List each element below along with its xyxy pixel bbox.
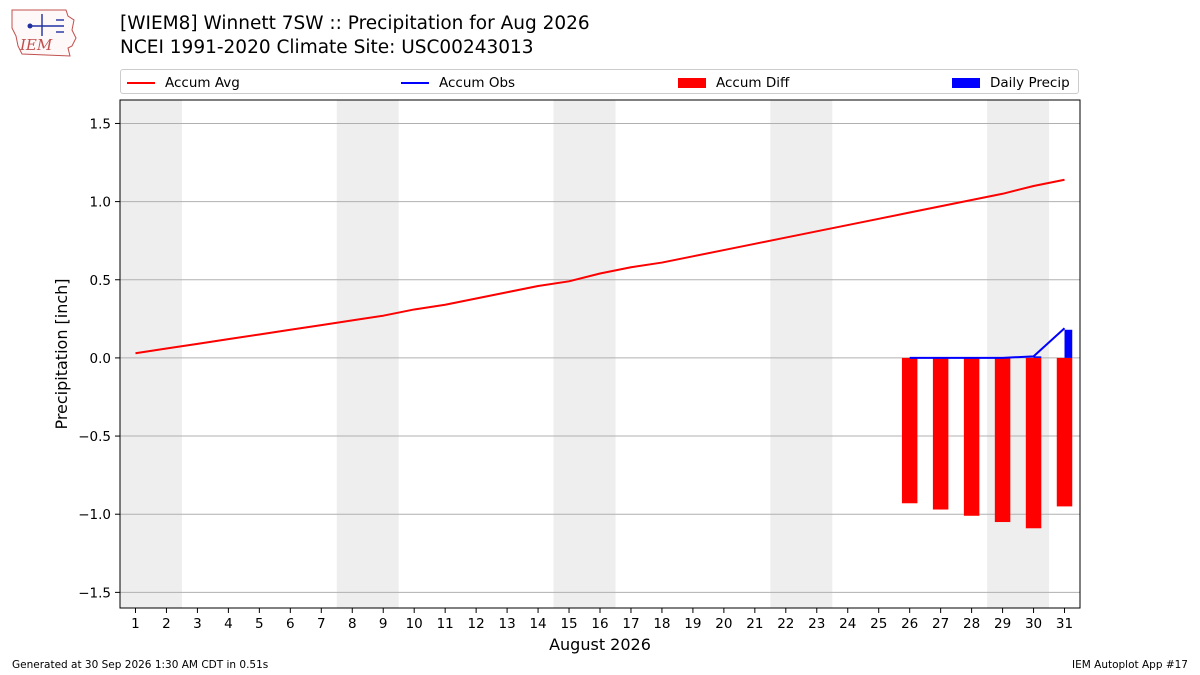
x-tick-label: 9 xyxy=(379,616,388,632)
x-tick-label: 4 xyxy=(224,616,233,632)
legend: Accum Avg Accum Obs Accum Diff Daily Pre… xyxy=(120,69,1079,94)
legend-item-accum-avg: Accum Avg xyxy=(127,74,240,91)
y-tick-label: −0.5 xyxy=(78,429,111,445)
y-tick-label: 1.0 xyxy=(90,195,111,211)
x-tick-label: 10 xyxy=(406,616,423,632)
legend-label: Accum Diff xyxy=(716,74,790,91)
legend-item-daily-precip: Daily Precip xyxy=(952,74,1070,91)
x-tick-label: 18 xyxy=(653,616,670,632)
accum-diff-bar xyxy=(932,357,949,510)
x-tick-label: 28 xyxy=(963,616,980,632)
x-tick-label: 1 xyxy=(131,616,140,632)
x-tick-label: 21 xyxy=(746,616,763,632)
x-tick-label: 15 xyxy=(560,616,577,632)
x-tick-label: 23 xyxy=(808,616,825,632)
iem-logo: IEM xyxy=(11,9,77,57)
footer-app-label: IEM Autoplot App #17 xyxy=(1072,659,1188,671)
y-axis-label: Precipitation [inch] xyxy=(52,278,71,429)
x-tick-label: 17 xyxy=(622,616,639,632)
x-tick-label: 26 xyxy=(901,616,918,632)
x-tick-label: 20 xyxy=(715,616,732,632)
legend-label: Daily Precip xyxy=(990,74,1070,91)
weekend-band xyxy=(553,100,616,608)
accum-obs-line xyxy=(909,327,1066,359)
y-tick-label: −1.5 xyxy=(78,585,111,601)
x-tick-label: 11 xyxy=(437,616,454,632)
legend-swatch xyxy=(952,77,980,88)
chart-subtitle: NCEI 1991-2020 Climate Site: USC00243013 xyxy=(120,37,534,58)
anemometer-icon xyxy=(27,23,33,29)
x-tick-label: 25 xyxy=(870,616,887,632)
x-tick-label: 12 xyxy=(468,616,485,632)
x-tick-label: 16 xyxy=(591,616,608,632)
accum-avg-line xyxy=(135,178,1065,355)
accum-diff-bar xyxy=(994,357,1011,523)
x-tick-label: 31 xyxy=(1056,616,1073,632)
x-tick-label: 22 xyxy=(777,616,794,632)
weekend-band xyxy=(770,100,833,608)
x-tick-label: 3 xyxy=(193,616,202,632)
x-tick-label: 5 xyxy=(255,616,264,632)
footer-generated-text: Generated at 30 Sep 2026 1:30 AM CDT in … xyxy=(12,659,269,671)
weekend-band xyxy=(987,100,1050,608)
logo-text: IEM xyxy=(19,36,53,54)
y-tick-label: −1.0 xyxy=(78,507,111,523)
accum-diff-bar xyxy=(1025,357,1042,529)
x-tick-label: 13 xyxy=(499,616,516,632)
x-tick-label: 19 xyxy=(684,616,701,632)
legend-swatch xyxy=(127,81,155,84)
daily-precip-bar xyxy=(1033,356,1042,358)
legend-label: Accum Obs xyxy=(439,74,516,91)
x-tick-label: 6 xyxy=(286,616,295,632)
accum-diff-bar xyxy=(1056,357,1073,507)
legend-swatch xyxy=(678,77,706,88)
weekend-band xyxy=(120,100,182,608)
x-tick-label: 29 xyxy=(994,616,1011,632)
accum-diff-bar xyxy=(963,357,980,516)
y-tick-label: 0.0 xyxy=(90,351,111,367)
x-tick-label: 30 xyxy=(1025,616,1042,632)
legend-item-accum-diff: Accum Diff xyxy=(678,74,789,91)
weekend-band xyxy=(336,100,399,608)
y-tick-label: 1.5 xyxy=(90,116,111,132)
x-axis-label: August 2026 xyxy=(549,635,651,654)
legend-swatch xyxy=(401,81,429,84)
legend-item-accum-obs: Accum Obs xyxy=(401,74,515,91)
x-tick-label: 14 xyxy=(529,616,546,632)
legend-label: Accum Avg xyxy=(165,74,240,91)
y-tick-label: 0.5 xyxy=(90,273,111,289)
chart-title: [WIEM8] Winnett 7SW :: Precipitation for… xyxy=(120,13,590,34)
x-tick-label: 8 xyxy=(348,616,357,632)
x-tick-label: 27 xyxy=(932,616,949,632)
x-tick-label: 7 xyxy=(317,616,326,632)
x-tick-label: 24 xyxy=(839,616,856,632)
x-tick-label: 2 xyxy=(162,616,171,632)
accum-diff-bar xyxy=(901,357,918,504)
daily-precip-bar xyxy=(1064,329,1073,358)
